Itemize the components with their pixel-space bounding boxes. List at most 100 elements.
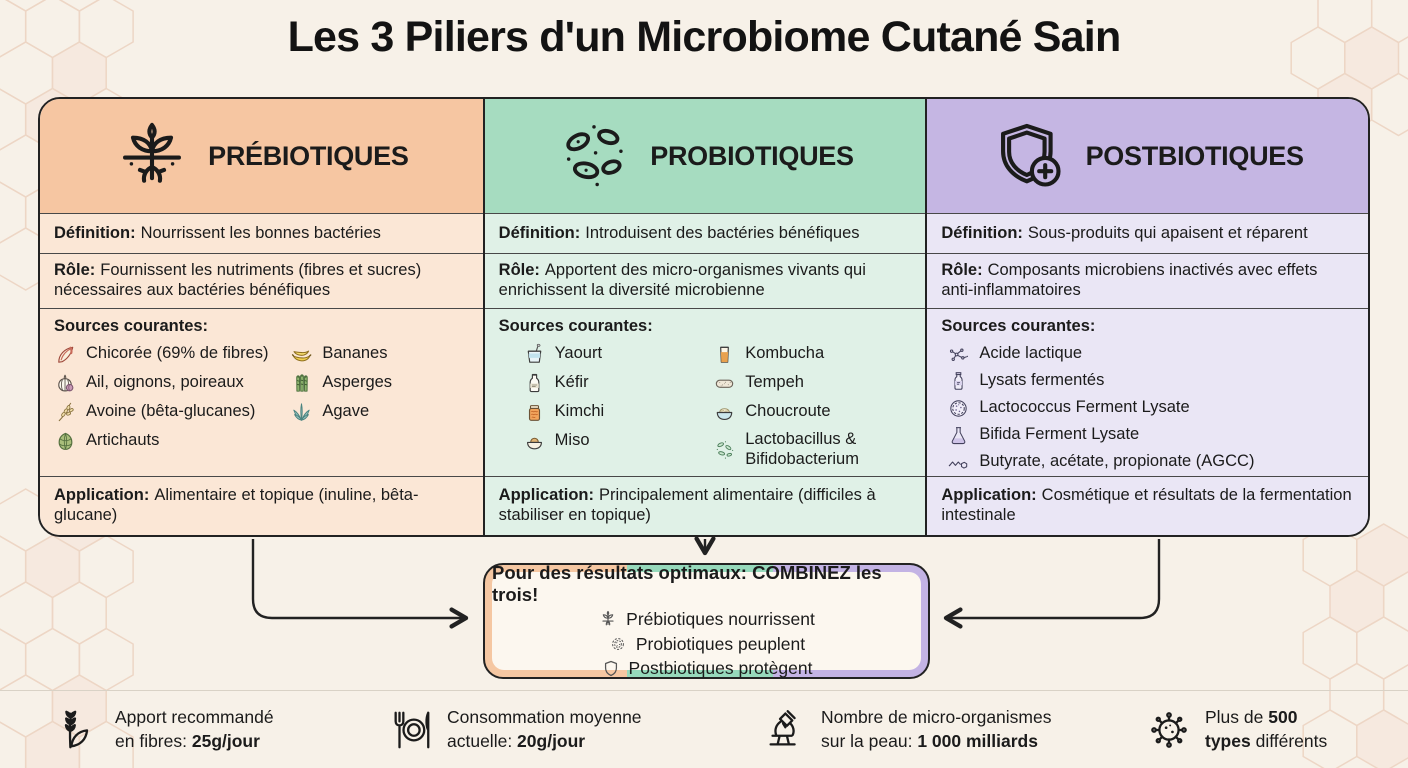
kimchi-icon — [523, 401, 546, 424]
source-label: Artichauts — [86, 431, 160, 450]
source-label: Choucroute — [745, 402, 831, 421]
artichoke-icon — [54, 430, 77, 453]
stat-types-count: Plus de 500 types différents — [1056, 706, 1408, 752]
source-label: Yaourt — [554, 344, 603, 363]
microscope-icon — [762, 707, 808, 753]
sources-label: Sources courantes: — [498, 317, 653, 335]
sauerkraut-icon — [713, 401, 736, 424]
role-label: Rôle: — [498, 261, 540, 280]
combo-item-label: Prébiotiques nourrissent — [626, 608, 815, 629]
sources-grid: Chicorée (69% de fibres) Ail, oignons, p… — [54, 343, 469, 453]
source-label: Ail, oignons, poireaux — [86, 373, 244, 392]
source-label: Bananes — [322, 344, 388, 363]
definition-text: Nourrissent les bonnes bactéries — [140, 223, 381, 242]
list-item: Choucroute — [713, 401, 911, 424]
source-label: Miso — [554, 431, 590, 450]
list-item: Acide lactique — [947, 343, 1354, 366]
plate-cutlery-icon — [388, 707, 434, 753]
source-label: Lactobacillus & Bifidobacterium — [745, 429, 859, 468]
stat-text: Apport recommandé en fibres: 25g/jour — [115, 706, 274, 752]
postbiotics-title: POSTBIOTIQUES — [1085, 140, 1304, 171]
probiotics-sources-row: Sources courantes: Yaourt Kéfir Kimchi M… — [484, 308, 926, 476]
list-item: Lactobacillus & Bifidobacterium — [713, 430, 911, 470]
postbiotics-sources-row: Sources courantes: Acide lactique Lysats… — [927, 308, 1368, 476]
stat-text: Plus de 500 types différents — [1205, 706, 1327, 752]
combo-item-label: Probiotiques peuplent — [635, 633, 806, 654]
sources-list-left: Chicorée (69% de fibres) Ail, oignons, p… — [54, 343, 290, 453]
postbiotics-application-row: Application: Cosmétique et résultats de l… — [927, 476, 1368, 535]
stat-text: Nombre de micro-organismes sur la peau: … — [821, 706, 1052, 752]
probiotics-header: PROBIOTIQUES — [484, 99, 926, 213]
stat-line: en fibres: 25g/jour — [115, 730, 260, 751]
list-item: Agave — [290, 401, 468, 424]
sources-label: Sources courantes: — [54, 317, 209, 335]
miso-icon — [523, 430, 546, 453]
source-label: Chicorée (69% de fibres) — [86, 344, 269, 363]
bacteria-icon — [713, 438, 736, 461]
source-label: Avoine (bêta-glucanes) — [86, 402, 256, 421]
list-item: Kimchi — [523, 401, 714, 424]
pillars-table: PRÉBIOTIQUES Définition: Nourrissent les … — [38, 97, 1370, 537]
source-label: Kombucha — [745, 344, 825, 363]
source-label: Butyrate, acétate, propionate (AGCC) — [979, 452, 1255, 471]
list-item: Kéfir — [523, 372, 714, 395]
sources-list: Acide lactique Lysats fermentés Lactococ… — [941, 343, 1354, 474]
application-text: Principalement alimentaire (difficiles à… — [498, 486, 876, 524]
shield-icon — [601, 659, 621, 679]
role-text: Apportent des micro-organismes vivants q… — [498, 261, 866, 299]
definition-label: Définition: — [498, 223, 581, 242]
list-item: Bananes — [290, 343, 468, 366]
sources-list-right: Kombucha Tempeh Choucroute Lactobacillus… — [713, 343, 911, 470]
bacteria-round-icon — [608, 634, 628, 654]
stat-line: actuelle: 20g/jour — [447, 730, 586, 751]
sources-list-left: Yaourt Kéfir Kimchi Miso — [499, 343, 714, 470]
flask-icon — [947, 424, 970, 447]
agave-icon — [290, 401, 313, 424]
sprout-roots-icon — [114, 118, 190, 194]
shield-plus-icon — [992, 118, 1068, 194]
probiotics-title: PROBIOTIQUES — [650, 140, 854, 171]
fatty-acid-icon — [947, 451, 970, 474]
column-prebiotics: PRÉBIOTIQUES Définition: Nourrissent les … — [40, 99, 483, 535]
yogurt-icon — [523, 343, 546, 366]
role-label: Rôle: — [941, 261, 983, 280]
source-label: Lysats fermentés — [979, 371, 1105, 390]
source-label: Kéfir — [554, 373, 589, 392]
wheat-icon — [56, 707, 102, 753]
stat-line: types différents — [1205, 730, 1328, 751]
molecule-icon — [947, 343, 970, 366]
source-label: Agave — [322, 402, 370, 421]
stat-text: Consommation moyenne actuelle: 20g/jour — [447, 706, 642, 752]
garlic-icon — [54, 372, 77, 395]
postbiotics-header: POSTBIOTIQUES — [927, 99, 1368, 213]
list-item: Ail, oignons, poireaux — [54, 372, 290, 395]
list-item: Lysats fermentés — [947, 370, 1354, 393]
petri-dish-icon — [947, 397, 970, 420]
role-label: Rôle: — [54, 261, 96, 280]
bottle-icon — [947, 370, 970, 393]
stat-fiber-recommended: Apport recommandé en fibres: 25g/jour — [0, 706, 352, 752]
stat-line: Nombre de micro-organismes — [821, 707, 1052, 728]
list-item: Yaourt — [523, 343, 714, 366]
stat-line: Apport recommandé — [115, 707, 274, 728]
kefir-icon — [523, 372, 546, 395]
list-item: Chicorée (69% de fibres) — [54, 343, 290, 366]
definition-text: Sous-produits qui apaisent et réparent — [1027, 223, 1308, 242]
role-text: Composants microbiens inactivés avec eff… — [941, 261, 1318, 299]
source-label: Lactococcus Ferment Lysate — [979, 398, 1190, 417]
kombucha-icon — [713, 343, 736, 366]
prebiotics-sources-row: Sources courantes: Chicorée (69% de fibr… — [40, 308, 483, 476]
application-label: Application: — [941, 486, 1037, 505]
banana-icon — [290, 343, 313, 366]
probiotics-application-row: Application: Principalement alimentaire (… — [484, 476, 926, 535]
source-label: Tempeh — [745, 373, 804, 392]
list-item: Tempeh — [713, 372, 911, 395]
application-label: Application: — [54, 486, 150, 505]
combo-item-prebiotics: Prébiotiques nourrissent — [598, 608, 815, 631]
sources-label: Sources courantes: — [941, 317, 1096, 335]
list-item: Avoine (bêta-glucanes) — [54, 401, 290, 424]
prebiotics-definition-row: Définition: Nourrissent les bonnes bactér… — [40, 213, 483, 253]
sources-grid: Acide lactique Lysats fermentés Lactococ… — [941, 343, 1354, 474]
prebiotics-role-row: Rôle: Fournissent les nutriments (fibres … — [40, 253, 483, 308]
